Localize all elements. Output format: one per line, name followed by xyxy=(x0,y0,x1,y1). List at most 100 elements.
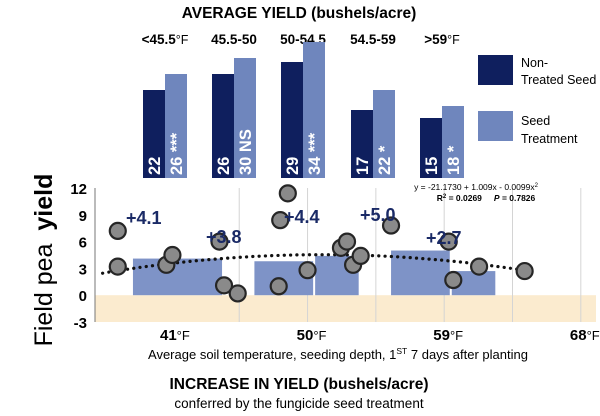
bar-seed-treatment xyxy=(303,42,325,178)
bar-non-treated xyxy=(212,74,234,178)
equation-stats: R2 = 0.0269 P = 0.7826 xyxy=(437,193,536,203)
bar-value-label: 26 *** xyxy=(168,132,186,175)
y-axis-title: Field pea yield xyxy=(30,174,58,347)
data-point xyxy=(278,184,297,203)
increase-label: +5.0 xyxy=(360,205,396,225)
legend-label-seed-treatment-line1: Seed xyxy=(521,114,550,128)
y-tick-label: 12 xyxy=(70,181,87,198)
category-unit: °F xyxy=(176,33,189,47)
zero-band xyxy=(95,295,596,322)
y-tick-label: -3 xyxy=(74,315,87,332)
category-range: 54.5-59 xyxy=(350,32,396,47)
x-tick-value: 50 xyxy=(297,327,314,344)
bar-non-treated xyxy=(420,118,442,178)
r2-value: = 0.0269 xyxy=(446,193,482,203)
x-tick-label: 50°F xyxy=(297,327,327,344)
y-axis-title-prefix: Field pea xyxy=(30,243,58,346)
data-point xyxy=(163,245,182,265)
category-label: >59°F xyxy=(424,32,460,47)
bottom-caption-subtitle: conferred by the fungicide seed treatmen… xyxy=(174,396,423,411)
data-point xyxy=(269,277,288,296)
bar-seed-treatment xyxy=(373,90,395,178)
x-axis-title-part1: Average soil temperature, seeding depth,… xyxy=(148,347,396,362)
category-unit: °F xyxy=(447,33,460,47)
data-point xyxy=(108,257,127,276)
bar-value-label: 30 NS xyxy=(237,129,255,175)
x-tick-unit: °F xyxy=(313,328,326,343)
data-point xyxy=(470,257,489,276)
data-point xyxy=(337,232,357,251)
x-tick-labels: 41°F 50°F 59°F 68°F xyxy=(160,327,600,344)
category-labels: <45.5°F 45.5-50 50-54.5 54.5-59 >59°F xyxy=(142,32,461,47)
x-tick-unit: °F xyxy=(587,328,600,343)
bar-seed-treatment xyxy=(442,106,464,178)
bar-seed-treatment xyxy=(165,74,187,178)
regression-equation: y = -21.1730 + 1.009x - 0.0099x2 R2 = 0.… xyxy=(414,182,539,203)
category-range: 45.5-50 xyxy=(211,32,257,47)
legend-label-seed-treatment-line2: Treatment xyxy=(521,132,578,146)
increase-bars xyxy=(132,250,496,296)
bar-value-label: 17 xyxy=(354,157,372,175)
category-range: <45.5 xyxy=(142,32,177,47)
legend-swatch-non-treated xyxy=(478,55,513,85)
category-label: 45.5-50 xyxy=(211,32,257,47)
bottom-caption-title: INCREASE IN YIELD (bushels/acre) xyxy=(170,376,429,393)
equation-line: y = -21.1730 + 1.009x - 0.0099x2 xyxy=(414,182,539,192)
x-tick-unit: °F xyxy=(450,328,463,343)
p-label: P xyxy=(494,193,500,203)
bar-value-label: 18 * xyxy=(445,145,463,175)
legend-label-non-treated-line2: Treated Seed xyxy=(521,73,596,87)
data-point xyxy=(228,284,247,303)
x-tick-value: 68 xyxy=(570,327,587,344)
r2-prefix: R xyxy=(437,193,443,203)
x-tick-label: 41°F xyxy=(160,327,190,344)
increase-labels: +4.1 +3.8 +4.4 +5.0 +2.7 xyxy=(126,205,462,248)
x-tick-unit: °F xyxy=(177,328,190,343)
bar-seed-treatment xyxy=(234,58,256,178)
equation-exponent: 2 xyxy=(535,183,539,189)
y-tick-label: 3 xyxy=(79,261,87,278)
data-point xyxy=(444,270,463,290)
trend-line xyxy=(101,253,530,275)
increase-label: +3.8 xyxy=(206,227,242,247)
category-label: 54.5-59 xyxy=(350,32,396,47)
category-label: <45.5°F xyxy=(142,32,189,47)
increase-bar xyxy=(391,250,450,296)
increase-bar xyxy=(132,258,223,296)
bar-non-treated xyxy=(281,62,303,178)
legend: Non- Treated Seed Seed Treatment xyxy=(478,55,596,146)
y-tick-labels: 12 9 6 3 0 -3 xyxy=(70,181,87,332)
y-tick-label: 9 xyxy=(79,208,87,225)
bar-value-label: 15 xyxy=(423,157,441,175)
data-point xyxy=(214,276,234,295)
increase-label: +2.7 xyxy=(426,228,462,248)
category-range: >59 xyxy=(424,32,447,47)
x-tick-value: 41 xyxy=(160,327,177,344)
data-point xyxy=(271,211,290,230)
equation-main: y = -21.1730 + 1.009x - 0.0099x xyxy=(414,182,535,192)
data-point xyxy=(210,232,229,251)
legend-swatch-seed-treatment xyxy=(478,111,513,141)
bar-value-label: 34 *** xyxy=(306,132,324,175)
r2-exponent: 2 xyxy=(443,194,447,200)
p-value: = 0.7826 xyxy=(500,193,536,203)
x-tick-value: 59 xyxy=(433,327,450,344)
legend-label-non-treated-line1: Non- xyxy=(521,56,548,70)
bar-non-treated xyxy=(351,110,373,178)
bar-value-label: 29 xyxy=(284,157,302,175)
x-axis-title: Average soil temperature, seeding depth,… xyxy=(148,346,528,362)
data-point xyxy=(108,221,127,240)
data-point xyxy=(298,261,317,280)
bar-value-label: 26 xyxy=(215,157,233,175)
bar-value-label: 22 * xyxy=(376,145,394,175)
x-axis-title-superscript: ST xyxy=(396,346,407,356)
x-tick-label: 59°F xyxy=(433,327,463,344)
bar-non-treated xyxy=(143,90,165,178)
top-bar-chart: 22 26 29 17 15 26 *** 30 NS 34 *** 22 * 18 * xyxy=(143,42,464,178)
data-points xyxy=(108,184,534,303)
data-point xyxy=(381,216,401,235)
x-tick-label: 68°F xyxy=(570,327,600,344)
y-axis-title-bold: yield xyxy=(30,174,58,231)
